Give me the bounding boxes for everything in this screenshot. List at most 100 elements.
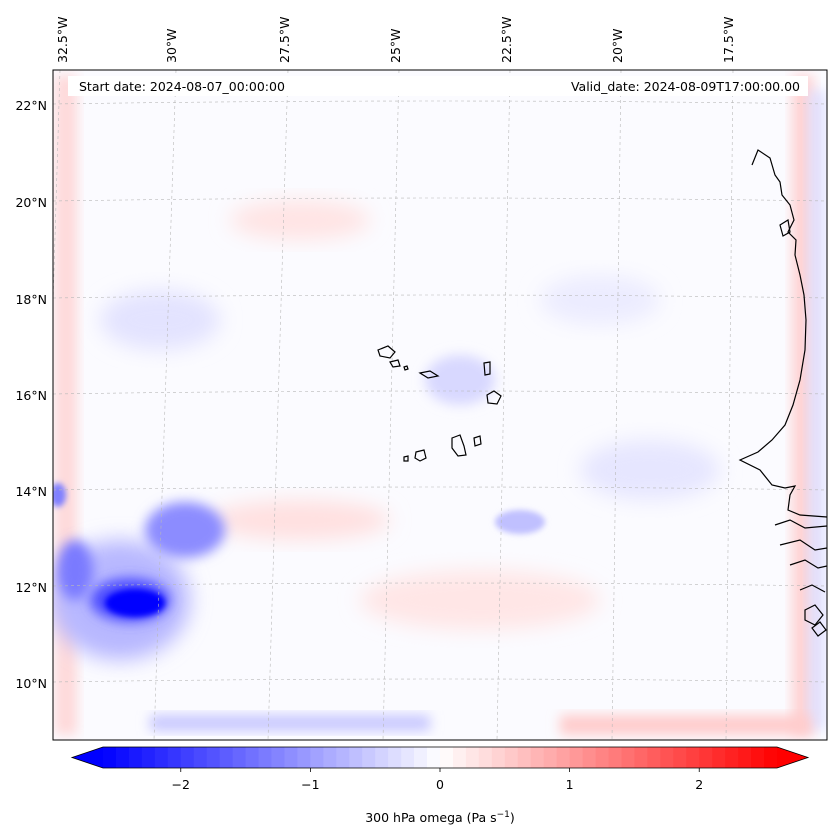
colorbar-cell — [452, 747, 467, 768]
coastline-segment — [789, 559, 827, 569]
colorbar-extend-min — [72, 747, 103, 768]
gridline-lat — [53, 100, 827, 105]
island-fogo — [414, 449, 427, 462]
omega-patch — [495, 510, 545, 534]
colorbar-cell — [388, 747, 402, 768]
colorbar-ticks: −2 −1 0 1 2 — [172, 768, 703, 792]
colorbar-cells — [103, 747, 778, 768]
annotation-box — [68, 76, 808, 96]
island-boa-vista — [486, 390, 502, 405]
lat-label: 14°N — [15, 484, 47, 499]
colorbar-cell — [699, 747, 713, 768]
island-brava — [403, 455, 409, 462]
lon-label: 20°W — [610, 28, 625, 63]
lon-label: 25°W — [388, 28, 403, 63]
colorbar-cell — [517, 747, 532, 768]
omega-patch — [580, 440, 720, 500]
colorbar-cell — [543, 747, 558, 768]
colorbar-cell — [660, 747, 674, 768]
coastline-segment — [804, 604, 824, 626]
colorbar-cell — [180, 747, 195, 768]
colorbar-cell — [310, 747, 324, 768]
colorbar-cell — [504, 747, 519, 768]
coastline-segment — [799, 584, 826, 593]
colorbar-cell — [764, 747, 778, 768]
colorbar-cell — [414, 747, 428, 768]
colorbar: −2 −1 0 1 2 300 hPa omega (Pa s−1) — [70, 746, 810, 825]
gridline-lon — [153, 70, 177, 740]
colorbar-cell — [725, 747, 739, 768]
omega-patch — [210, 500, 390, 540]
gridline-lat — [53, 197, 827, 202]
island-santiago — [451, 434, 467, 457]
omega-bottom-positive-band — [560, 715, 810, 735]
lon-label: 27.5°W — [277, 17, 292, 63]
colorbar-outline — [70, 746, 810, 769]
island-sal — [483, 361, 491, 376]
lat-label: 12°N — [15, 580, 47, 595]
omega-patch — [360, 570, 600, 630]
colorbar-cell — [128, 747, 143, 768]
colorbar-cell — [362, 747, 376, 768]
omega-field — [53, 75, 826, 735]
colorbar-cell — [232, 747, 247, 768]
lat-label: 22°N — [15, 98, 47, 113]
west-africa-coastline — [738, 149, 827, 518]
omega-right-edge-negative — [808, 90, 826, 730]
colorbar-cell — [647, 747, 661, 768]
colorbar-cell — [712, 747, 726, 768]
colorbar-label: 300 hPa omega (Pa s−1) — [365, 810, 515, 825]
omega-negative-region — [53, 483, 66, 507]
island-maio — [473, 435, 482, 447]
colorbar-cell — [608, 747, 623, 768]
colorbar-extend-max — [777, 747, 808, 768]
colorbar-cell — [401, 747, 415, 768]
colorbar-tick-label: −2 — [172, 777, 190, 792]
omega-negative-region — [57, 540, 93, 600]
valid-date-label: Valid_date: 2024-08-09T17:00:00.00 — [571, 79, 800, 94]
colorbar-cell — [673, 747, 687, 768]
colorbar-cell — [427, 747, 441, 768]
colorbar-cell — [595, 747, 610, 768]
gridline-lat — [53, 486, 827, 491]
omega-patch — [540, 275, 660, 325]
colorbar-cell — [465, 747, 480, 768]
lon-label: 22.5°W — [499, 17, 514, 63]
gridline-lat — [53, 390, 827, 395]
colorbar-cell — [103, 747, 117, 768]
lon-label: 17.5°W — [721, 17, 736, 63]
colorbar-cell — [206, 747, 221, 768]
colorbar-cell — [569, 747, 584, 768]
colorbar-tick-label: 0 — [436, 777, 444, 792]
gridline-lon — [725, 70, 734, 740]
gridline-lat — [53, 582, 827, 587]
gridline-lon — [496, 70, 511, 740]
colorbar-cell — [349, 747, 363, 768]
omega-patch — [230, 200, 370, 240]
omega-bottom-negative-band — [150, 715, 430, 731]
colorbar-cell — [686, 747, 700, 768]
island-santo-antao — [377, 345, 396, 359]
colorbar-cell — [582, 747, 597, 768]
gridline-lat — [53, 678, 827, 683]
colorbar-cell — [530, 747, 545, 768]
lon-label: 32.5°W — [55, 17, 70, 63]
gridline-lon — [382, 70, 400, 740]
island-santa-luzia — [403, 365, 409, 371]
colorbar-tick-label: 2 — [695, 777, 703, 792]
colorbar-cell — [751, 747, 765, 768]
gridline-lon — [611, 70, 622, 740]
omega-min-core — [105, 589, 165, 617]
colorbar-cell — [167, 747, 182, 768]
colorbar-cell — [245, 747, 260, 768]
colorbar-tick-label: 1 — [566, 777, 574, 792]
gridline-lon — [267, 70, 289, 740]
plot-area — [53, 70, 827, 740]
colorbar-cell — [440, 747, 454, 768]
plot-frame — [52, 69, 828, 741]
coastline-segment — [774, 519, 827, 529]
colorbar-cell — [297, 747, 311, 768]
colorbar-cell — [621, 747, 636, 768]
colorbar-cell — [219, 747, 234, 768]
